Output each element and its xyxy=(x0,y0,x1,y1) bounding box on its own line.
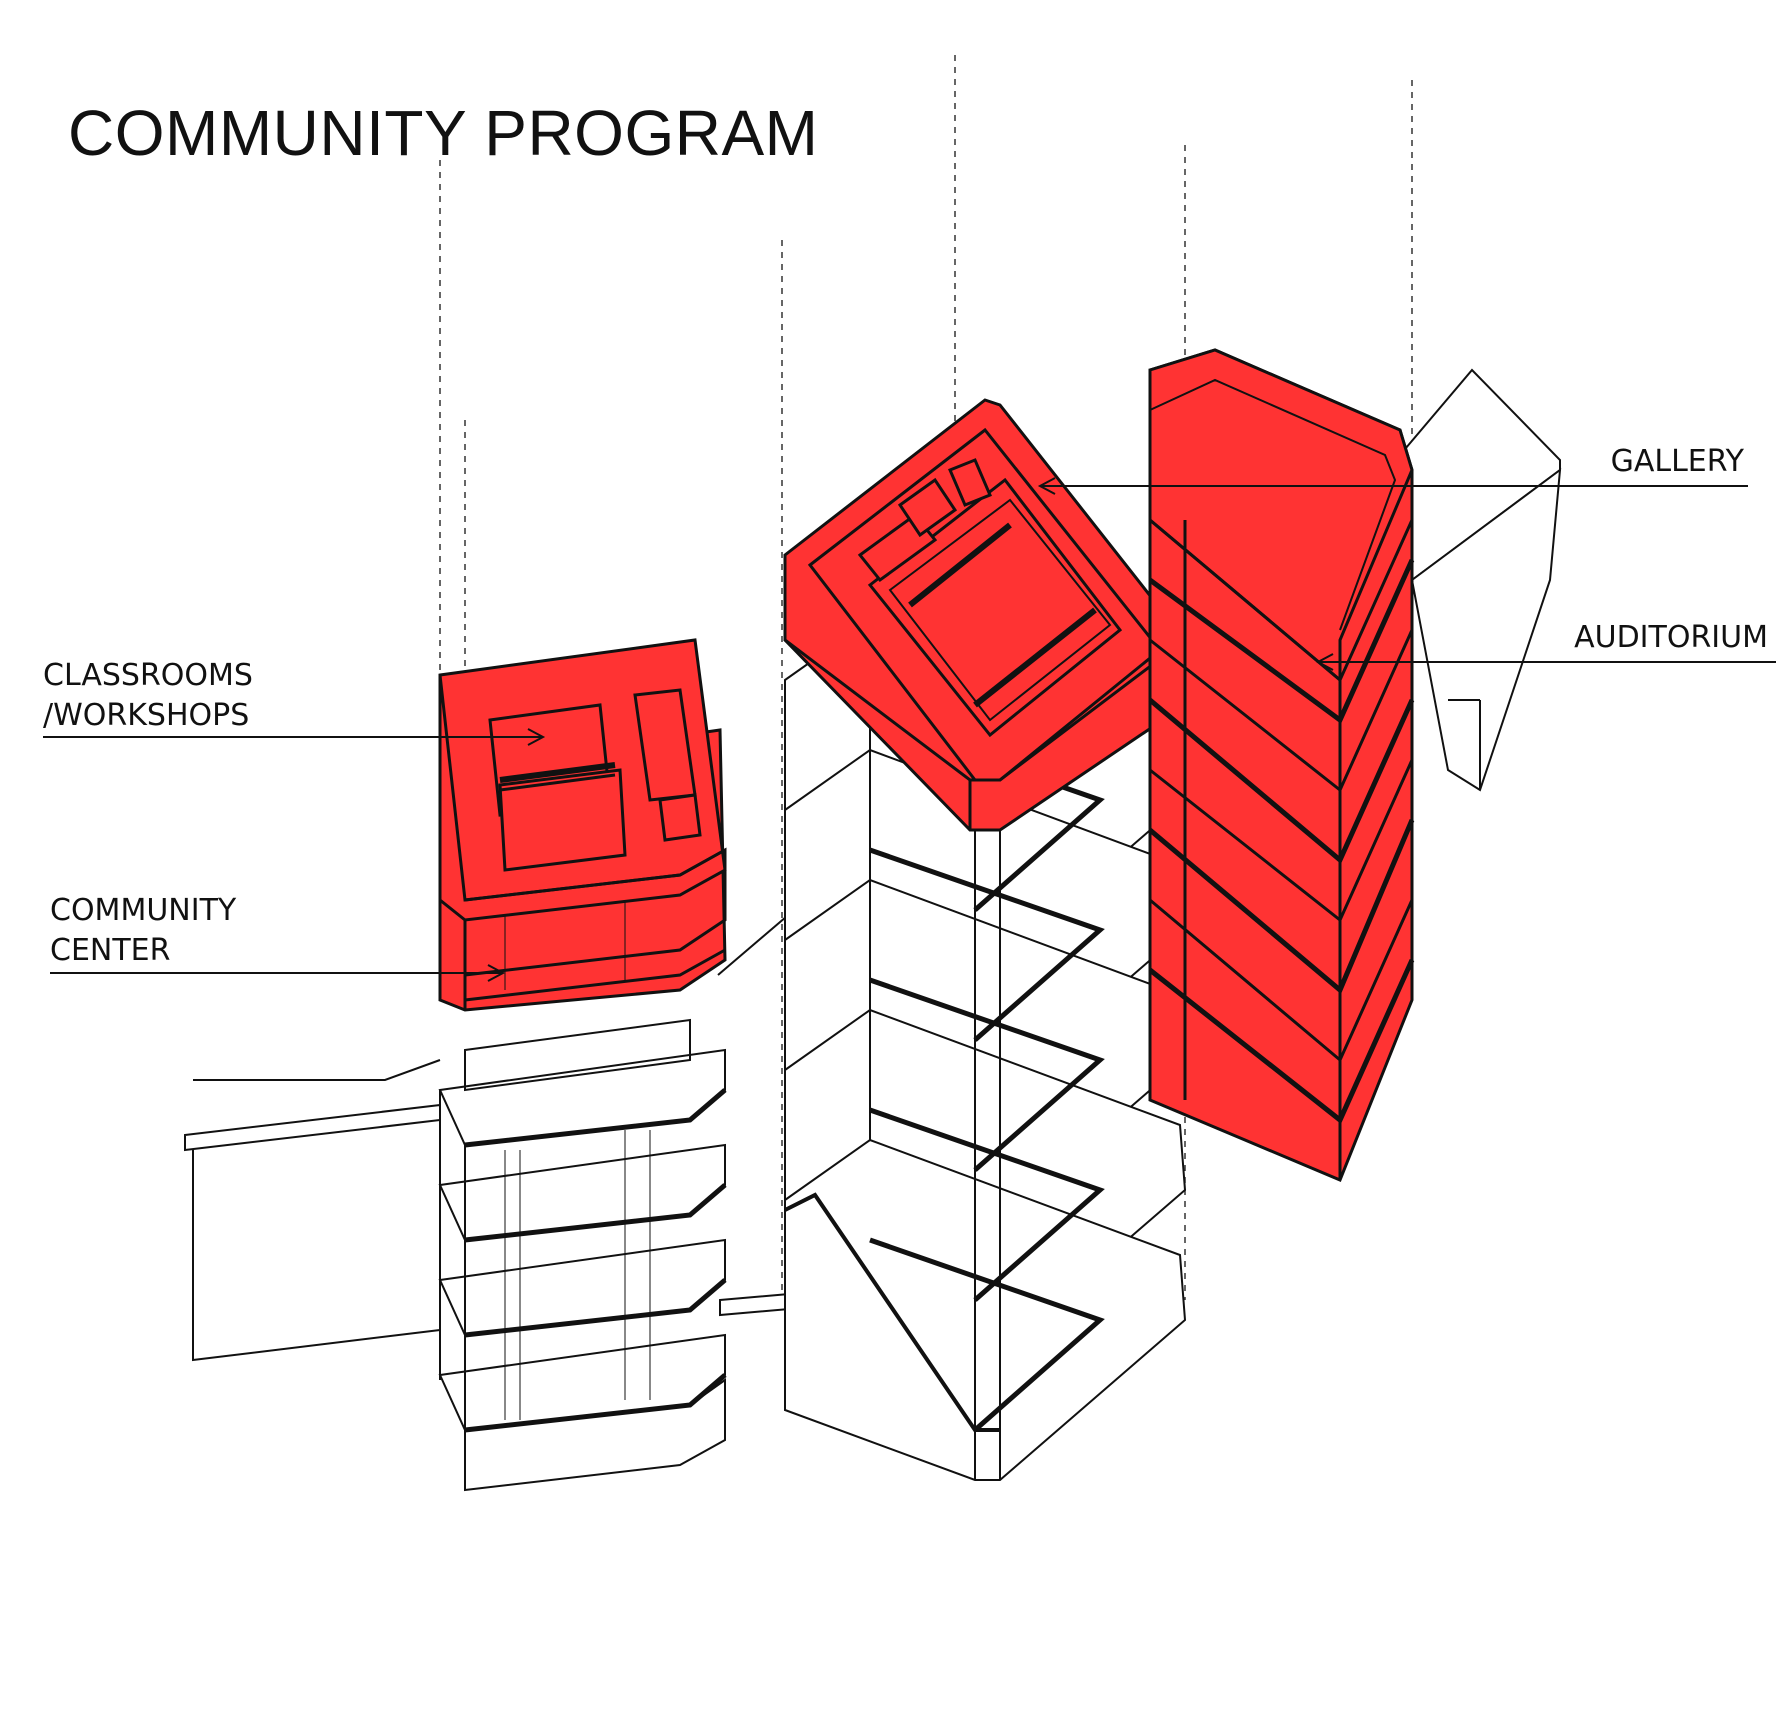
gallery-block xyxy=(783,398,1187,832)
auditorium-label: AUDITORIUM xyxy=(1574,618,1768,658)
gallery-label: GALLERY xyxy=(1611,442,1744,482)
gallery-arrow xyxy=(1037,477,1056,495)
auditorium-floor-edges xyxy=(1148,558,1415,1124)
classrooms-label: CLASSROOMS /WORKSHOPS xyxy=(43,656,253,736)
page-title: COMMUNITY PROGRAM xyxy=(68,97,819,169)
left-tower-white-floors xyxy=(438,1018,726,1492)
bridges xyxy=(184,368,1562,1362)
community-center-label: COMMUNITY CENTER xyxy=(50,891,236,971)
leader-lines xyxy=(43,477,1776,982)
middle-tower-floor-edges xyxy=(784,717,1105,1432)
left-tower-floor-edges xyxy=(464,1088,727,1433)
classrooms-arrow xyxy=(527,728,546,746)
community-arrow xyxy=(487,964,506,982)
auditorium-block xyxy=(1148,348,1414,1182)
classrooms-label-line2: /WORKSHOPS xyxy=(43,698,250,733)
community-center-label-line1: COMMUNITY xyxy=(50,893,237,928)
auditorium-arrow xyxy=(1315,653,1334,671)
auditorium-label-text: AUDITORIUM xyxy=(1574,620,1768,655)
classrooms-label-line1: CLASSROOMS xyxy=(43,658,253,693)
gallery-label-text: GALLERY xyxy=(1610,444,1744,479)
community-center-label-line2: CENTER xyxy=(50,933,171,968)
classrooms-block xyxy=(438,638,727,977)
